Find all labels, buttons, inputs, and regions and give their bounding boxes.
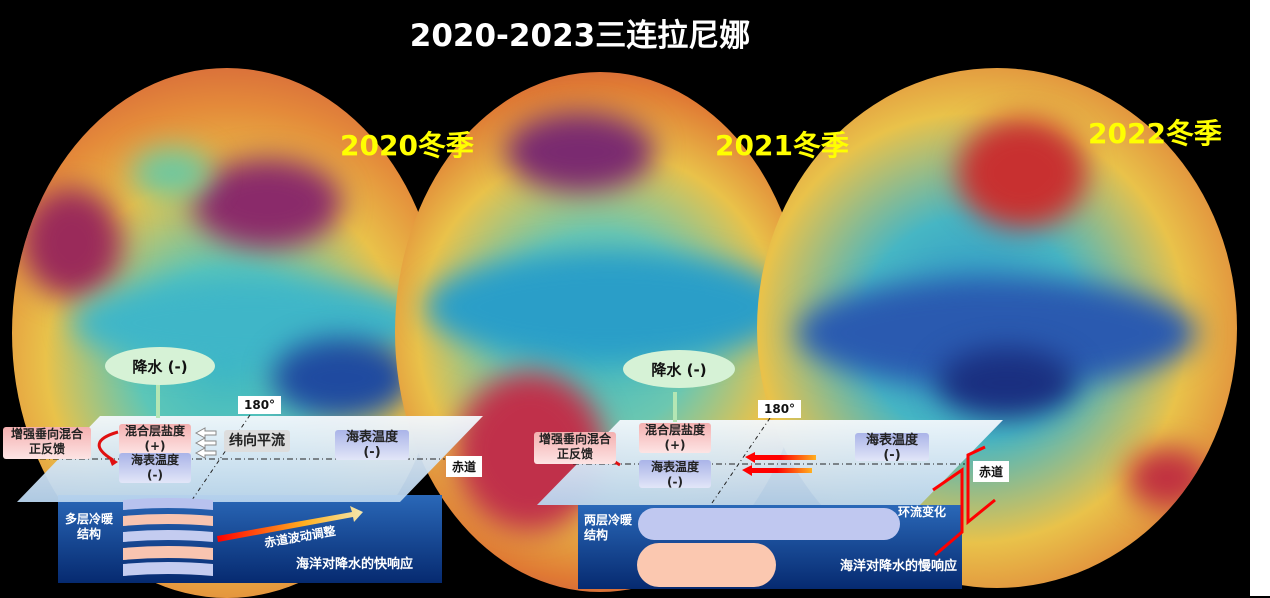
circulation-arrow-icon	[932, 467, 964, 557]
dateline-2	[711, 417, 771, 504]
equator-label: 赤道	[446, 456, 483, 477]
salinity-label: 混合层盐度	[124, 424, 185, 438]
sst-label: 海表温度	[130, 453, 179, 467]
sst-west-box-2: 海表温度 (-)	[639, 460, 711, 489]
ocean-subsurface-box	[58, 495, 442, 583]
advection-arrows-icon	[194, 427, 217, 459]
equator-label-2: 赤道	[973, 461, 1010, 482]
cold-layer	[638, 508, 900, 540]
salinity-label: 混合层盐度	[644, 423, 705, 437]
sst-east-box-2: 海表温度 (-)	[855, 433, 929, 463]
longitude-180-label: 180°	[238, 396, 282, 414]
precipitation-ellipse: 降水 (-)	[105, 347, 215, 385]
zonal-arrow-icon-2	[742, 465, 812, 476]
sst-label: 海表温度	[865, 433, 918, 448]
advection-label: 纬向平流	[224, 430, 290, 452]
warm-layer	[637, 543, 776, 587]
sst-west-box: 海表温度 (-)	[119, 453, 191, 483]
structure-label-2: 两层冷暖 结构	[584, 513, 632, 543]
figure-title: 2020-2023三连拉尼娜	[409, 18, 751, 54]
sst-sign: (-)	[147, 468, 163, 482]
precipitation-ellipse-2: 降水 (-)	[623, 350, 735, 388]
sst-sign: (-)	[883, 448, 901, 463]
structure-line2: 结构	[77, 527, 102, 541]
zonal-arrow-icon	[745, 452, 816, 463]
year-label-2022: 2022冬季	[1088, 117, 1222, 150]
salinity-sign: (+)	[664, 438, 686, 452]
year-label-2021: 2021冬季	[715, 129, 849, 162]
feedback-label: 增强垂向混合	[10, 427, 83, 441]
salinity-box: 混合层盐度 (+)	[119, 424, 191, 454]
sst-label: 海表温度	[345, 430, 398, 445]
salinity-box-2: 混合层盐度 (+)	[639, 423, 711, 453]
longitude-180-label-2: 180°	[758, 400, 802, 418]
wave-arrow-icon	[217, 506, 363, 542]
structure-line2: 结构	[584, 528, 609, 542]
feedback-box-2: 增强垂向混合 正反馈	[534, 432, 616, 464]
salinity-sign: (+)	[144, 439, 166, 453]
feedback-sub: 正反馈	[556, 447, 593, 461]
slow-response-label: 海洋对降水的慢响应	[840, 559, 958, 574]
fast-response-label: 海洋对降水的快响应	[296, 557, 414, 572]
feedback-box: 增强垂向混合 正反馈	[3, 427, 91, 459]
sst-label: 海表温度	[650, 460, 699, 474]
structure-label: 多层冷暖 结构	[65, 512, 113, 542]
circulation-change-label: 环流变化	[898, 505, 947, 519]
structure-line1: 多层冷暖	[65, 512, 114, 526]
feedback-label: 增强垂向混合	[538, 432, 611, 446]
dateline	[191, 414, 251, 501]
sst-sign: (-)	[667, 475, 683, 489]
wave-layers	[123, 498, 213, 576]
sst-sign: (-)	[363, 445, 381, 460]
year-label-2020: 2020冬季	[340, 129, 474, 162]
feedback-sub: 正反馈	[28, 442, 65, 456]
globe-2022	[757, 68, 1237, 588]
structure-line1: 两层冷暖	[584, 513, 633, 527]
sst-east-box: 海表温度 (-)	[335, 430, 409, 460]
